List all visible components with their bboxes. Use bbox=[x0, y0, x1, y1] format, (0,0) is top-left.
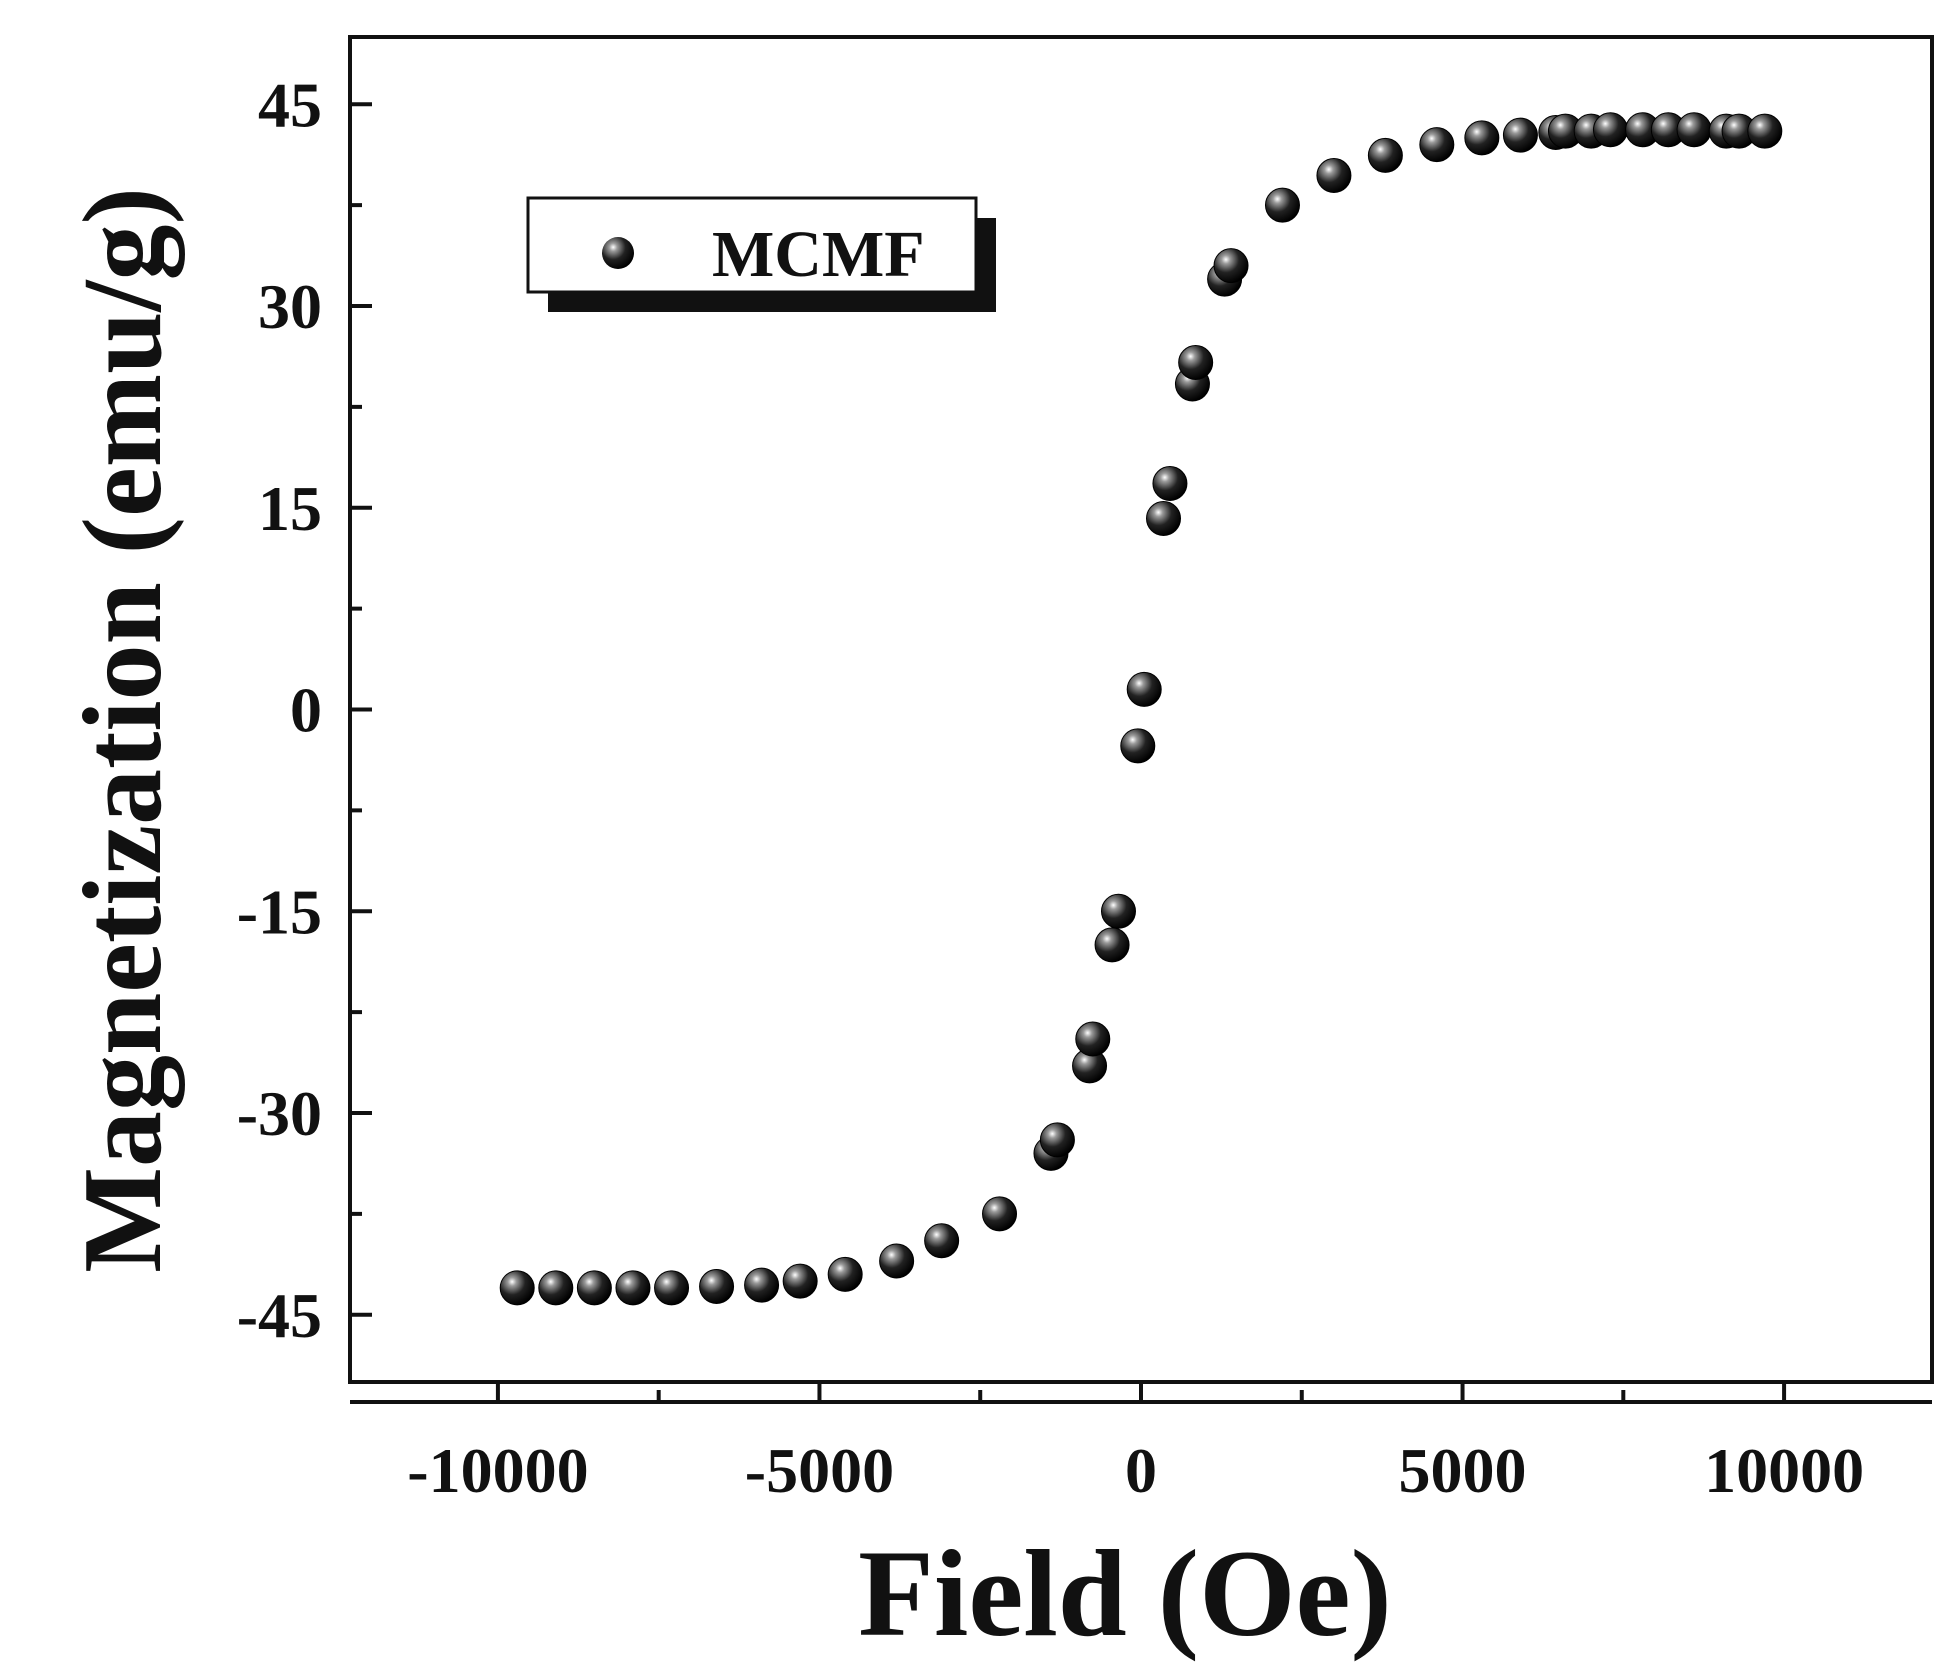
y-axis-title: Magnetization (emu/g) bbox=[61, 187, 185, 1273]
data-point bbox=[1094, 927, 1130, 963]
data-point bbox=[1592, 112, 1628, 148]
data-point bbox=[827, 1256, 863, 1292]
data-point bbox=[782, 1263, 818, 1299]
data-point bbox=[744, 1267, 780, 1303]
data-point bbox=[1039, 1122, 1075, 1158]
data-point bbox=[1676, 112, 1712, 148]
data-point bbox=[1264, 187, 1300, 223]
data-point bbox=[576, 1270, 612, 1306]
data-point bbox=[538, 1270, 574, 1306]
y-tick-label: -30 bbox=[237, 1078, 322, 1149]
legend-box bbox=[526, 196, 978, 294]
data-point bbox=[1464, 120, 1500, 156]
data-point bbox=[1152, 466, 1188, 502]
data-point bbox=[1178, 344, 1214, 380]
data-point bbox=[1502, 117, 1538, 153]
data-point bbox=[1213, 248, 1249, 284]
y-tick-label: 45 bbox=[258, 69, 322, 140]
x-axis-title: Field (Oe) bbox=[858, 1525, 1392, 1662]
legend: MCMF bbox=[526, 196, 996, 312]
x-tick-label: 5000 bbox=[1399, 1435, 1527, 1506]
y-tick-label: -15 bbox=[237, 876, 322, 947]
data-point bbox=[1747, 113, 1783, 149]
data-point bbox=[1146, 501, 1182, 537]
y-tick-label: 15 bbox=[258, 473, 322, 544]
data-point bbox=[982, 1196, 1018, 1232]
data-point bbox=[1075, 1021, 1111, 1057]
data-point bbox=[1126, 671, 1162, 707]
data-point bbox=[924, 1223, 960, 1259]
data-point bbox=[654, 1270, 690, 1306]
data-point bbox=[1367, 137, 1403, 173]
legend-label-mcmf: MCMF bbox=[712, 218, 925, 291]
x-tick-label: 0 bbox=[1125, 1435, 1157, 1506]
data-point bbox=[1120, 728, 1156, 764]
data-point bbox=[1100, 893, 1136, 929]
y-tick-label: -45 bbox=[237, 1280, 322, 1351]
data-point bbox=[615, 1270, 651, 1306]
y-tick-label: 30 bbox=[258, 271, 322, 342]
y-tick-label: 0 bbox=[290, 675, 322, 746]
x-tick-label: -5000 bbox=[745, 1435, 894, 1506]
data-point bbox=[699, 1269, 735, 1305]
x-tick-label: 10000 bbox=[1704, 1435, 1864, 1506]
data-point bbox=[879, 1243, 915, 1279]
data-point bbox=[1419, 127, 1455, 163]
x-tick-label: -10000 bbox=[407, 1435, 588, 1506]
data-point bbox=[1316, 158, 1352, 194]
legend-marker-mcmf bbox=[602, 237, 634, 269]
data-point bbox=[499, 1270, 535, 1306]
